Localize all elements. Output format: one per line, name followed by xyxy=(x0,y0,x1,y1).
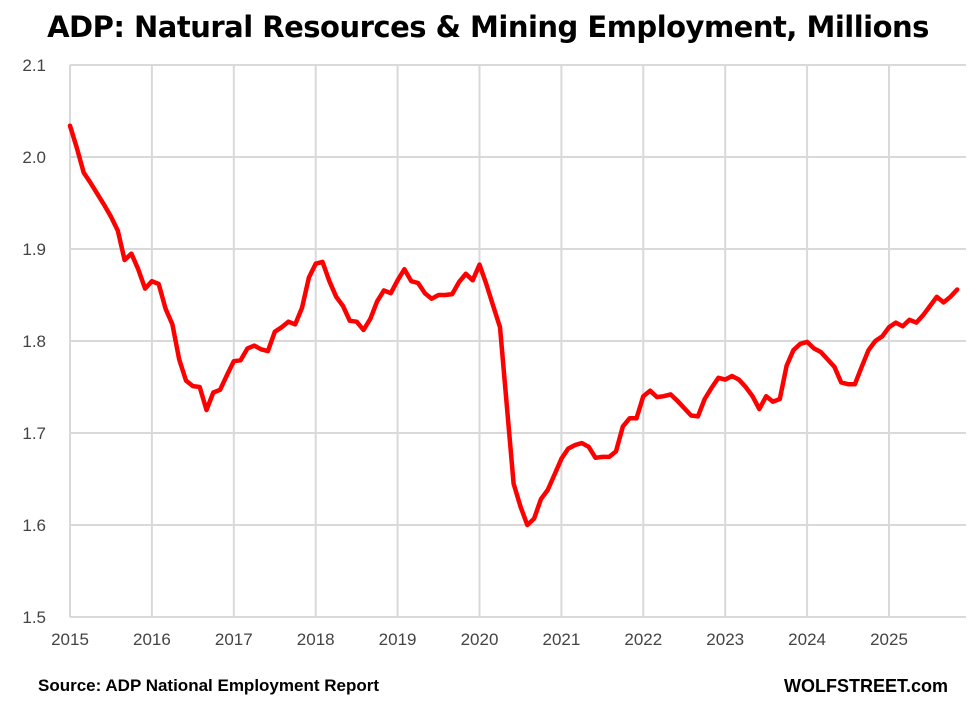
grid xyxy=(69,64,966,618)
brand-label: WOLFSTREET.com xyxy=(783,676,948,696)
x-axis: 2015 2016 2017 2018 2019 2020 2021 2022 2023 2024… xyxy=(51,630,908,649)
y-tick-label: 1.5 xyxy=(22,608,46,627)
x-tick-label: 2015 xyxy=(51,630,89,649)
chart-title: ADP: Natural Resources & Mining Employme… xyxy=(47,10,929,44)
y-tick-label: 2.0 xyxy=(22,148,46,167)
x-tick-label: 2023 xyxy=(706,630,744,649)
x-tick-label: 2025 xyxy=(870,630,908,649)
source-note: Source: ADP National Employment Report xyxy=(38,676,379,695)
x-tick-label: 2018 xyxy=(297,630,335,649)
series-line xyxy=(67,123,960,528)
y-tick-label: 1.9 xyxy=(22,240,46,259)
y-tick-label: 1.8 xyxy=(22,332,46,351)
x-tick-label: 2020 xyxy=(461,630,499,649)
y-tick-label: 2.1 xyxy=(22,56,46,75)
x-tick-label: 2024 xyxy=(788,630,826,649)
y-tick-label: 1.7 xyxy=(22,424,46,443)
x-tick-label: 2021 xyxy=(542,630,580,649)
x-tick-label: 2019 xyxy=(379,630,417,649)
x-tick-label: 2016 xyxy=(133,630,171,649)
y-axis: 1.5 1.6 1.7 1.8 1.9 2.0 2.1 xyxy=(22,56,46,627)
y-tick-label: 1.6 xyxy=(22,516,46,535)
x-tick-label: 2017 xyxy=(215,630,253,649)
series xyxy=(67,123,960,528)
x-tick-label: 2022 xyxy=(624,630,662,649)
